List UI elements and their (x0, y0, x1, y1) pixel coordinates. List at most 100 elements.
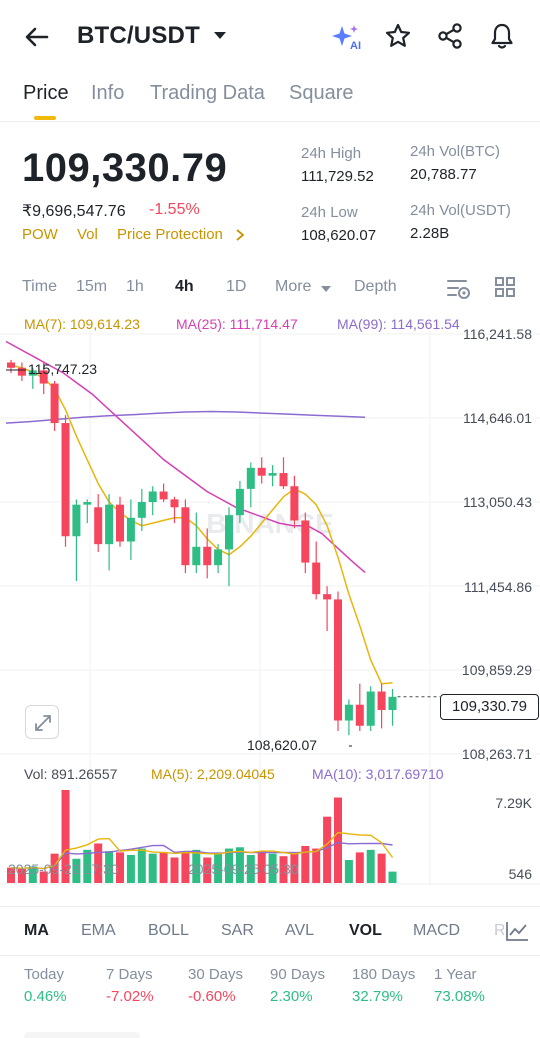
high-marker: 115,747.23 (28, 361, 98, 377)
candle-body (334, 599, 342, 721)
top-tabs: Price Info Trading Data Square (0, 78, 540, 122)
candle-body (116, 504, 124, 542)
candle-body (312, 562, 321, 595)
low-marker: 108,620.07 (247, 737, 318, 753)
ind-vol[interactable]: VOL (349, 922, 382, 939)
candle-body (268, 473, 277, 476)
active-tab-indicator (34, 116, 56, 120)
vol-legend: Vol: 891.26557 (24, 766, 118, 782)
current-price-tag: 109,330.79 (440, 694, 539, 720)
volume-bar (7, 867, 15, 883)
perf-value-180d: 32.79% (352, 988, 403, 1005)
volume-bar (137, 848, 146, 883)
perf-label-30d: 30 Days (188, 966, 244, 983)
candle-body (28, 370, 37, 376)
candle-body (355, 704, 364, 726)
ind-ma[interactable]: MA (24, 922, 49, 939)
ma99-line (5, 410, 366, 424)
tf-1h[interactable]: 1h (126, 278, 144, 295)
chart-settings-icon[interactable] (446, 276, 472, 300)
ma7-line (10, 364, 393, 685)
ma99-legend: MA(99): 114,561.54 (337, 316, 460, 332)
candlestick-chart[interactable]: BINANCE (0, 330, 540, 890)
tag-pow[interactable]: POW (22, 226, 58, 243)
candle-body (17, 367, 26, 376)
stat-vol-usdt: 2.28B (410, 225, 450, 242)
tab-trading-data[interactable]: Trading Data (150, 82, 265, 104)
chevron-right-icon[interactable] (234, 228, 246, 242)
tf-4h[interactable]: 4h (175, 278, 194, 295)
volume-bar (301, 846, 310, 883)
volume-bar (203, 857, 212, 883)
volume-bar (235, 847, 244, 883)
vol-ma5-legend: MA(5): 2,209.04045 (151, 766, 275, 782)
bell-icon[interactable] (488, 22, 516, 50)
volume-bar (148, 853, 157, 883)
tf-depth[interactable]: Depth (354, 278, 397, 295)
volume-bar (83, 849, 92, 883)
ind-boll[interactable]: BOLL (148, 922, 189, 939)
vol-ma10-legend: MA(10): 3,017.69710 (312, 766, 444, 782)
ai-sparkle-icon[interactable]: AI (330, 22, 364, 52)
volume-bar (366, 849, 375, 883)
tab-price[interactable]: Price (23, 82, 69, 104)
candle-body (105, 504, 114, 545)
volume-bar (28, 866, 37, 883)
tag-vol[interactable]: Vol (77, 226, 98, 243)
volume-bar (323, 816, 332, 883)
stat-vol-btc-label: 24h Vol(BTC) (410, 143, 501, 160)
vol-axis-top: 7.29K (495, 795, 532, 811)
candle-body (246, 467, 255, 489)
perf-value-7d: -7.02% (106, 988, 154, 1005)
star-icon[interactable] (384, 22, 412, 50)
stat-24h-low: 108,620.07 (301, 227, 377, 244)
tab-square[interactable]: Square (289, 82, 354, 104)
volume-bar (312, 848, 321, 883)
ma7-legend: MA(7): 109,614.23 (24, 316, 140, 332)
perf-value-1y: 73.08% (434, 988, 485, 1005)
ind-rsi[interactable]: R (494, 922, 506, 939)
candle-body (377, 691, 386, 710)
volume-bar (344, 860, 353, 883)
tf-time[interactable]: Time (22, 278, 57, 295)
ind-ema[interactable]: EMA (81, 922, 116, 939)
tf-more[interactable]: More (275, 278, 312, 295)
layout-grid-icon[interactable] (494, 276, 516, 298)
candle-body (72, 504, 81, 537)
chevron-down-icon[interactable] (321, 286, 331, 292)
y-axis-label: 114,646.01 (462, 410, 532, 426)
candle-body (344, 704, 353, 721)
stat-24h-high: 111,729.52 (301, 168, 374, 185)
share-icon[interactable] (436, 22, 464, 50)
pair-title[interactable]: BTC/USDT (77, 22, 200, 49)
volume-bar (334, 797, 342, 883)
tab-info[interactable]: Info (91, 82, 125, 104)
candle-body (366, 691, 375, 726)
volume-bar (268, 853, 277, 883)
y-axis-label: 109,859.29 (461, 662, 532, 678)
candle-body (225, 515, 233, 550)
volume-bar (214, 853, 223, 883)
tf-1d[interactable]: 1D (226, 278, 247, 295)
volume-bar (72, 858, 81, 883)
tf-15m[interactable]: 15m (76, 278, 108, 295)
ind-sar[interactable]: SAR (221, 922, 254, 939)
candle-body (301, 520, 310, 563)
volume-bar (159, 852, 168, 883)
candle-body (83, 502, 92, 505)
indicator-settings-icon[interactable] (504, 919, 530, 943)
vol-ma10-line (10, 841, 393, 870)
back-arrow-icon[interactable] (22, 22, 52, 52)
candle-body (235, 488, 244, 516)
tag-price-protection[interactable]: Price Protection (117, 226, 223, 243)
chevron-down-icon[interactable] (214, 32, 226, 39)
candle-body (323, 594, 332, 600)
x-axis-date: 2025-09-25 05:30 (188, 861, 299, 877)
ind-avl[interactable]: AVL (285, 922, 315, 939)
y-axis-label: 116,241.58 (462, 326, 532, 342)
candle-body (290, 486, 299, 521)
candle-body (279, 473, 288, 487)
volume-bar (105, 851, 114, 883)
ind-macd[interactable]: MACD (413, 922, 461, 939)
fullscreen-button[interactable] (25, 705, 59, 739)
